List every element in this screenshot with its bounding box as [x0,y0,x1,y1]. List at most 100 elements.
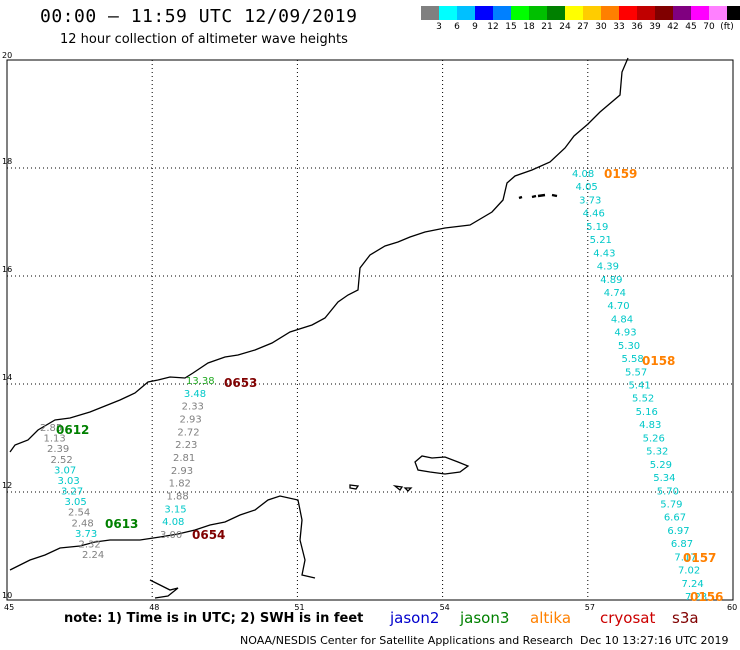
footnote: note: 1) Time is in UTC; 2) SWH is in fe… [64,611,364,626]
wave-height-value: 2.93 [171,466,193,477]
wave-height-value: 4.89 [600,275,622,286]
legend-label: 24 [559,22,571,32]
legend-label: 21 [541,22,553,32]
wave-height-value: 4.93 [614,328,636,339]
credit-text: NOAA/NESDIS Center for Satellite Applica… [240,634,574,647]
wave-height-value: 2.24 [82,550,104,561]
track-time-label: 0654 [192,528,225,542]
wave-height-value: 4.74 [604,288,626,299]
wave-height-value: 5.30 [618,341,640,352]
wave-height-value: 4.46 [583,209,605,220]
track-time-label: 0158 [642,354,675,368]
wave-height-value: 4.39 [597,262,619,273]
wave-height-value: 3.27 [61,487,83,498]
lon-label: 45 [4,603,14,612]
wave-height-value: 2.93 [180,415,202,426]
legend-label: (ft) [720,22,734,32]
wave-height-value: 13.38 [186,376,215,387]
lon-label: 57 [585,603,595,612]
wave-height-value: 6.67 [664,513,686,524]
wave-height-value: 7.02 [678,566,700,577]
legend-label: 27 [577,22,589,32]
lon-label: 48 [149,603,159,612]
legend-label: 6 [454,22,460,32]
legend-swatch [637,6,655,20]
kuria-muria-islands [518,193,558,200]
satellite-name: jason2 [390,609,440,627]
wave-height-value: 4.08 [162,517,184,528]
wave-height-value: 2.85 [40,423,62,434]
wave-height-value: 4.70 [607,301,629,312]
lat-label: 16 [2,265,12,274]
wave-height-value: 5.32 [646,447,668,458]
map-frame [6,59,734,601]
lat-label: 10 [2,591,12,600]
small-island [392,485,404,491]
coastline [9,57,629,599]
track-time-label: 0159 [604,167,637,181]
wave-height-value: 5.21 [590,235,612,246]
wave-height-value: 5.16 [636,407,658,418]
satellite-name: s3a [672,609,699,627]
wave-height-value: 1.13 [44,434,66,445]
legend-label: 12 [487,22,499,32]
wave-height-value: 4.05 [576,182,598,193]
lat-label: 20 [2,51,12,60]
legend-swatch [511,6,529,20]
wave-height-value: 7.24 [681,579,703,590]
wave-height-value: 2.81 [173,453,195,464]
color-legend [421,6,740,20]
legend-swatch [565,6,583,20]
legend-label: 70 [703,22,715,32]
wave-height-value: 6.97 [667,526,689,537]
coast-fragment [149,579,179,599]
wave-height-value: 3.15 [164,504,186,515]
legend-label: 36 [631,22,643,32]
wave-height-value: 5.29 [650,460,672,471]
lon-label: 60 [727,603,737,612]
map-subtitle: 12 hour collection of altimeter wave hei… [60,32,348,47]
legend-swatch [529,6,547,20]
wave-height-value: 3.73 [75,529,97,540]
wave-height-value: 5.58 [621,354,643,365]
wave-height-value: 2.52 [51,455,73,466]
legend-label: 33 [613,22,625,32]
wave-height-value: 5.26 [643,433,665,444]
lat-label: 18 [2,157,12,166]
legend-swatch [655,6,673,20]
wave-height-value: 1.82 [169,479,191,490]
lon-label: 54 [440,603,450,612]
wave-height-value: 4.43 [593,248,615,259]
legend-label: 30 [595,22,607,32]
legend-label: 45 [685,22,697,32]
legend-swatch [619,6,637,20]
wave-height-value: 2.39 [47,444,69,455]
legend-swatch [691,6,709,20]
socotra-island [414,455,470,475]
wave-height-value: 3.00 [160,530,182,541]
wave-height-value: 3.07 [54,465,76,476]
satellite-name: altika [530,609,572,627]
legend-label: 18 [523,22,535,32]
wave-height-value: 2.33 [182,402,204,413]
legend-label: 39 [649,22,661,32]
legend-swatch [583,6,601,20]
wave-height-value: 2.32 [79,539,101,550]
legend-swatch [421,6,439,20]
legend-swatch [493,6,511,20]
wave-height-value: 3.73 [579,195,601,206]
legend-swatch [601,6,619,20]
wave-height-value: 5.79 [660,499,682,510]
wave-height-value: 7.17 [674,552,696,563]
wave-height-value: 3.48 [184,389,206,400]
legend-swatch [475,6,493,20]
small-island [403,487,413,492]
wave-height-value: 2.48 [72,518,94,529]
wave-height-value: 5.52 [632,394,654,405]
timestamp-text: Dec 10 13:27:16 UTC 2019 [580,634,729,647]
wave-height-value: 3.03 [58,476,80,487]
satellite-name: jason3 [460,609,510,627]
lat-label: 12 [2,481,12,490]
legend-swatch [439,6,457,20]
